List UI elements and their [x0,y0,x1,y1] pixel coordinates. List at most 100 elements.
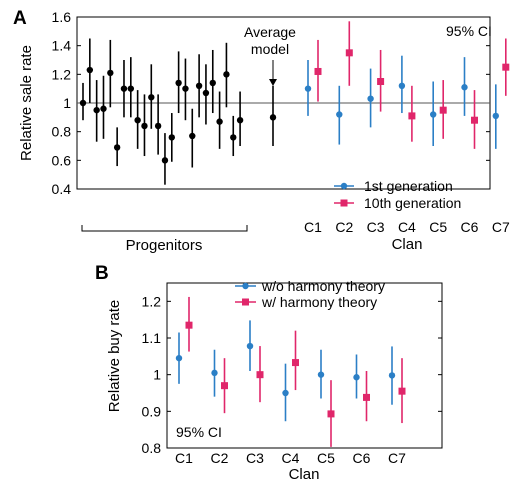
progenitor-point-marker [168,134,175,141]
progenitor-point-marker [209,79,216,87]
panel-a: A 0.4 0.6 0.8 1 1.2 1.4 1.6 Relative sale rate… [13,8,510,254]
panel-b-y-label: Relative buy rate [106,300,123,413]
average-model-label-line1: Average [244,24,296,40]
x-tick-label: C7 [492,219,510,235]
progenitor-point-marker [93,106,100,114]
10th-generation-point-marker [377,78,385,85]
y-tick-label: 1 [153,367,161,383]
progenitors-bracket [81,225,248,232]
y-tick-label: 1.6 [52,9,72,25]
y-tick-label: 0.6 [52,152,72,168]
x-tick-label: C5 [317,450,335,466]
w-harmony-theory-point-marker [363,393,370,401]
y-tick-label: 0.8 [52,124,72,140]
w-harmony-theory-point-marker [185,321,193,329]
progenitor-point-marker [100,105,107,112]
progenitor-point-marker [195,82,203,90]
x-tick-label: C4 [398,219,416,235]
y-tick-label: 1.2 [142,293,162,309]
y-tick-label: 0.9 [142,403,162,419]
panel-a-x-ticks: C1 C2 C3 C4 C5 C6 C7 [304,219,510,235]
panel-a-y-label: Relative sale rate [18,45,35,161]
w-o-harmony-theory-point-marker [175,354,183,362]
w-harmony-theory-point-marker [327,410,335,418]
progenitor-point-marker [154,122,162,130]
progenitor-point-marker [216,118,223,125]
x-tick-label: C7 [388,450,406,466]
panel-b-y-ticks: 0.8 0.9 1 1.1 1.2 [142,293,442,456]
panel-b: B 0.8 0.9 1 1.1 1.2 Relative buy rate 95% CI… [95,263,443,483]
panel-a-x-label: Clan [392,236,423,253]
panel-b-letter: B [95,263,109,284]
panel-b-marks [175,296,406,447]
10th-generation-point-marker [502,63,510,71]
y-tick-label: 1.2 [52,66,72,82]
x-tick-label: C1 [175,450,193,466]
legend-label-10th-generation: 10th generation [364,195,461,211]
w-o-harmony-theory-point-marker [353,374,360,381]
10th-generation-point-marker [471,116,478,124]
progenitors-label: Progenitors [126,237,203,254]
legend-marker-without-harmony [242,282,249,290]
legend-label-with-harmony: w/ harmony theory [261,294,377,310]
w-o-harmony-theory-point-marker [246,342,254,350]
x-tick-label: C6 [461,219,479,235]
1st-generation-point-marker [461,84,468,91]
x-tick-label: C5 [429,219,447,235]
progenitor-point-marker [86,66,94,74]
x-tick-label: C2 [335,219,353,235]
progenitor-point-marker [202,89,210,97]
panel-a-legend: 1st generation 10th generation [334,178,461,211]
1st-generation-point-marker [398,82,406,90]
1st-generation-point-marker [492,112,499,120]
panel-a-letter: A [13,8,27,29]
y-tick-label: 1 [63,95,71,111]
w-harmony-theory-point-marker [292,359,299,367]
10th-generation-point-marker [439,106,447,114]
x-tick-label: C2 [211,450,229,466]
panel-b-x-label: Clan [289,466,320,483]
progenitor-point-marker [120,85,128,92]
y-tick-label: 1.1 [142,330,162,346]
x-tick-label: C3 [367,219,385,235]
legend-label-1st-generation: 1st generation [364,178,453,194]
x-tick-label: C1 [304,219,322,235]
1st-generation-point-marker [304,85,312,92]
progenitor-point-marker [230,134,237,141]
1st-generation-point-marker [430,111,437,118]
x-tick-label: C6 [353,450,371,466]
w-o-harmony-theory-point-marker [388,372,396,379]
panel-b-legend: w/o harmony theory w/ harmony theory [235,278,385,310]
y-tick-label: 0.4 [52,181,72,197]
progenitor-point-marker [189,132,196,140]
progenitor-point-marker [113,144,121,151]
10th-generation-point-marker [408,112,416,120]
panel-a-marks [79,21,510,185]
progenitor-point-marker [134,117,141,124]
1st-generation-point-marker [367,95,374,102]
progenitor-point-marker [79,99,87,107]
progenitor-point-marker [223,71,230,78]
legend-marker-10th-generation [340,199,348,207]
average-model-label-line2: model [251,41,289,57]
progenitor-point-marker [175,79,182,87]
x-tick-label: C3 [246,450,264,466]
progenitor-point-marker [236,117,244,124]
10th-generation-point-marker [345,49,353,57]
w-harmony-theory-point-marker [221,382,228,390]
progenitor-point-marker [141,122,148,130]
w-o-harmony-theory-point-marker [317,371,325,378]
w-harmony-theory-point-marker [256,371,264,379]
progenitor-point-marker [148,94,155,101]
progenitor-point-marker [161,157,169,164]
average-model-arrow-head [269,79,277,86]
x-tick-label: C4 [282,450,300,466]
panel-b-frame [166,282,443,449]
y-tick-label: 1.4 [52,38,72,54]
progenitor-point-marker [107,69,114,77]
progenitor-point-marker [127,85,135,92]
w-harmony-theory-point-marker [398,387,406,395]
legend-marker-1st-generation [340,182,348,190]
panel-b-ci-annotation: 95% CI [176,424,222,440]
